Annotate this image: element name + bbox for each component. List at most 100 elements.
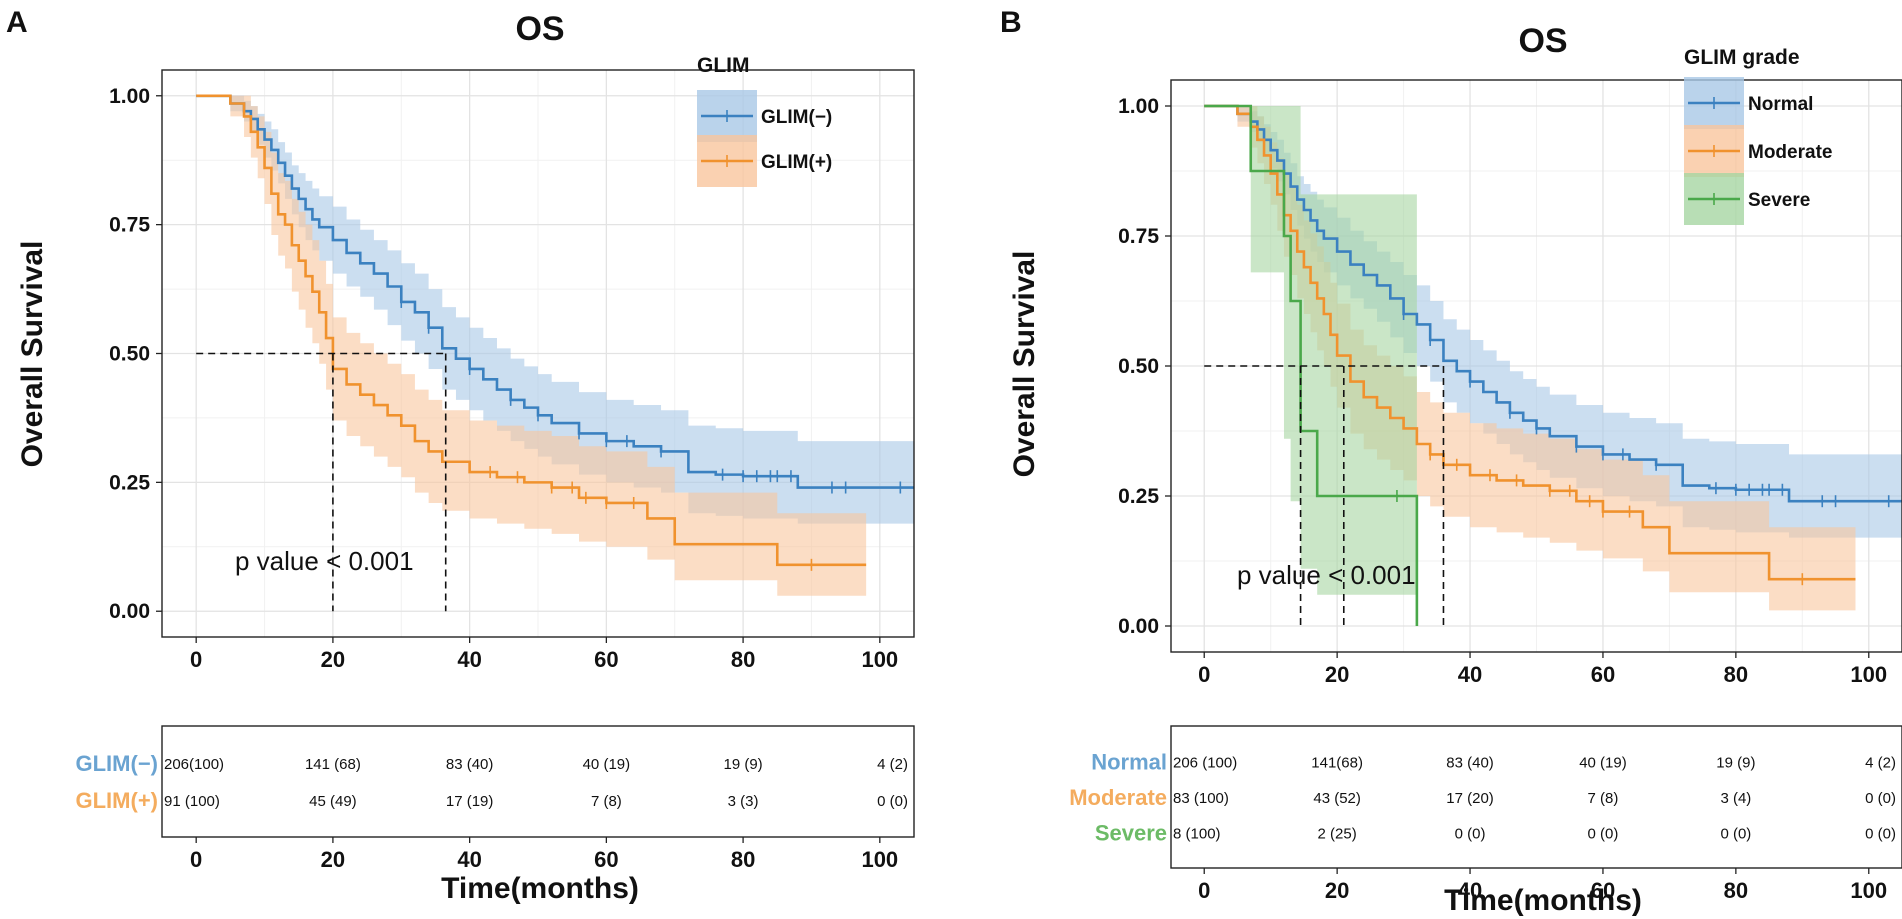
y-tick-label: 0.75 xyxy=(109,214,150,237)
risk-table-cell: 17 (19) xyxy=(446,793,494,810)
panel-B: 0.00 0.25 0.50 0.75 1.00 0 20 40 60 80 100 OS B Overa… xyxy=(1000,6,1902,917)
risk-table-cell: 0 (0) xyxy=(1865,826,1896,843)
y-tick-label: 0.00 xyxy=(1118,615,1159,638)
x-tick-label: 40 xyxy=(1458,662,1482,687)
legend-label: Severe xyxy=(1748,190,1810,211)
y-tick-label: 0.50 xyxy=(1118,355,1159,378)
legend-title: GLIM xyxy=(697,54,750,77)
risk-table-border xyxy=(161,725,915,838)
risk-table-cell: 83 (40) xyxy=(1446,755,1494,772)
x-axis-label: Time(months) xyxy=(441,872,639,905)
risk-table-cell: 7 (8) xyxy=(1588,790,1619,807)
risk-table-cell: 4 (2) xyxy=(1865,755,1896,772)
panel-label: B xyxy=(1000,6,1022,39)
x-tick-label: 80 xyxy=(731,647,755,672)
risk-table-tick-label: 20 xyxy=(1325,878,1349,903)
risk-table-row-label: GLIM(−) xyxy=(76,751,159,776)
risk-table-cell: 141(68) xyxy=(1311,755,1363,772)
risk-table-cell: 4 (2) xyxy=(877,756,908,773)
x-tick-label: 0 xyxy=(1198,662,1210,687)
risk-table-tick-label: 40 xyxy=(1458,878,1482,903)
legend: GLIM grade Normal Moderate Severe xyxy=(1684,46,1832,225)
legend-title: GLIM grade xyxy=(1684,46,1800,69)
risk-table-tick-label: 80 xyxy=(1724,878,1748,903)
y-tick-label: 0.25 xyxy=(1118,485,1159,508)
x-tick-label: 100 xyxy=(861,647,898,672)
x-tick-label: 0 xyxy=(190,647,202,672)
risk-table-cell: 40 (19) xyxy=(583,756,631,773)
risk-table-cell: 83 (40) xyxy=(446,756,494,773)
risk-table-tick-label: 100 xyxy=(861,847,898,872)
y-axis-label: Overall Survival xyxy=(1008,251,1041,478)
risk-table-cell: 3 (3) xyxy=(728,793,759,810)
y-tick-label: 0.25 xyxy=(109,471,150,494)
risk-table-cell: 206 (100) xyxy=(1173,755,1237,772)
ci-band-1 xyxy=(196,95,867,596)
risk-table-tick-label: 60 xyxy=(1591,878,1615,903)
risk-table-cell: 7 (8) xyxy=(591,793,622,810)
x-axis-label: Time(months) xyxy=(1444,884,1642,917)
y-tick-label: 1.00 xyxy=(109,85,150,108)
risk-table-cell: 206(100) xyxy=(164,756,224,773)
risk-table: Normal 206 (100) 141(68) 83 (40) 40 (19) 19 (… xyxy=(1069,725,1902,903)
risk-table-cell: 2 (25) xyxy=(1318,826,1357,843)
risk-table-tick-label: 0 xyxy=(1198,878,1210,903)
risk-table-cell: 0 (0) xyxy=(1588,826,1619,843)
legend-label: Moderate xyxy=(1748,142,1832,163)
x-tick-label: 20 xyxy=(1325,662,1349,687)
legend-label: GLIM(+) xyxy=(761,152,832,173)
y-tick-label: 0.00 xyxy=(109,600,150,623)
risk-table-cell: 0 (0) xyxy=(1720,826,1751,843)
risk-table-row-label: GLIM(+) xyxy=(76,788,159,813)
censor-marks-0 xyxy=(400,295,902,494)
survival-curve-0 xyxy=(1204,104,1902,503)
panel-label: A xyxy=(6,6,28,39)
x-tick-label: 100 xyxy=(1850,662,1887,687)
risk-table-cell: 43 (52) xyxy=(1313,790,1361,807)
risk-table-tick-label: 80 xyxy=(731,847,755,872)
censor-marks-0 xyxy=(1402,308,1890,508)
p-value-annotation: p value < 0.001 xyxy=(1237,560,1416,590)
chart-title: OS xyxy=(1518,22,1567,60)
p-value-annotation: p value < 0.001 xyxy=(235,546,414,576)
legend: GLIM GLIM(−) GLIM(+) xyxy=(697,54,832,187)
risk-table-cell: 141 (68) xyxy=(305,756,361,773)
risk-table-cell: 19 (9) xyxy=(723,756,762,773)
x-tick-label: 20 xyxy=(321,647,345,672)
x-tick-label: 80 xyxy=(1724,662,1748,687)
median-lines xyxy=(1204,365,1445,626)
risk-table-tick-label: 40 xyxy=(457,847,481,872)
risk-table-row-label: Moderate xyxy=(1069,785,1167,810)
censor-marks-1 xyxy=(489,466,813,571)
censor-marks-1 xyxy=(1429,448,1804,586)
risk-table-cell: 0 (0) xyxy=(1865,790,1896,807)
risk-table-row-label: Normal xyxy=(1091,750,1167,775)
risk-table-cell: 3 (4) xyxy=(1720,790,1751,807)
legend-label: Normal xyxy=(1748,94,1813,115)
risk-table-cell: 91 (100) xyxy=(164,793,220,810)
y-tick-label: 0.75 xyxy=(1118,225,1159,248)
survival-curve-2 xyxy=(1204,104,1419,626)
risk-table-tick-label: 0 xyxy=(190,847,202,872)
risk-table-cell: 83 (100) xyxy=(1173,790,1229,807)
risk-table-border xyxy=(1170,725,1902,869)
y-axis-label: Overall Survival xyxy=(16,241,49,468)
risk-table-cell: 40 (19) xyxy=(1579,755,1627,772)
risk-table-cell: 17 (20) xyxy=(1446,790,1494,807)
x-tick-label: 40 xyxy=(457,647,481,672)
risk-table-cell: 0 (0) xyxy=(877,793,908,810)
risk-table-cell: 0 (0) xyxy=(1455,826,1486,843)
survival-curve-1 xyxy=(1204,104,1856,581)
x-tick-label: 60 xyxy=(594,647,618,672)
risk-table-cell: 8 (100) xyxy=(1173,826,1221,843)
risk-table-cell: 45 (49) xyxy=(309,793,357,810)
chart-title: OS xyxy=(515,10,564,48)
y-tick-label: 0.50 xyxy=(109,343,150,366)
y-tick-label: 1.00 xyxy=(1118,95,1159,118)
legend-label: GLIM(−) xyxy=(761,107,832,128)
risk-table-cell: 19 (9) xyxy=(1716,755,1755,772)
risk-table-tick-label: 20 xyxy=(321,847,345,872)
risk-table-tick-label: 100 xyxy=(1850,878,1887,903)
risk-table: GLIM(−) 206(100) 141 (68) 83 (40) 40 (19) 19 … xyxy=(76,725,915,872)
